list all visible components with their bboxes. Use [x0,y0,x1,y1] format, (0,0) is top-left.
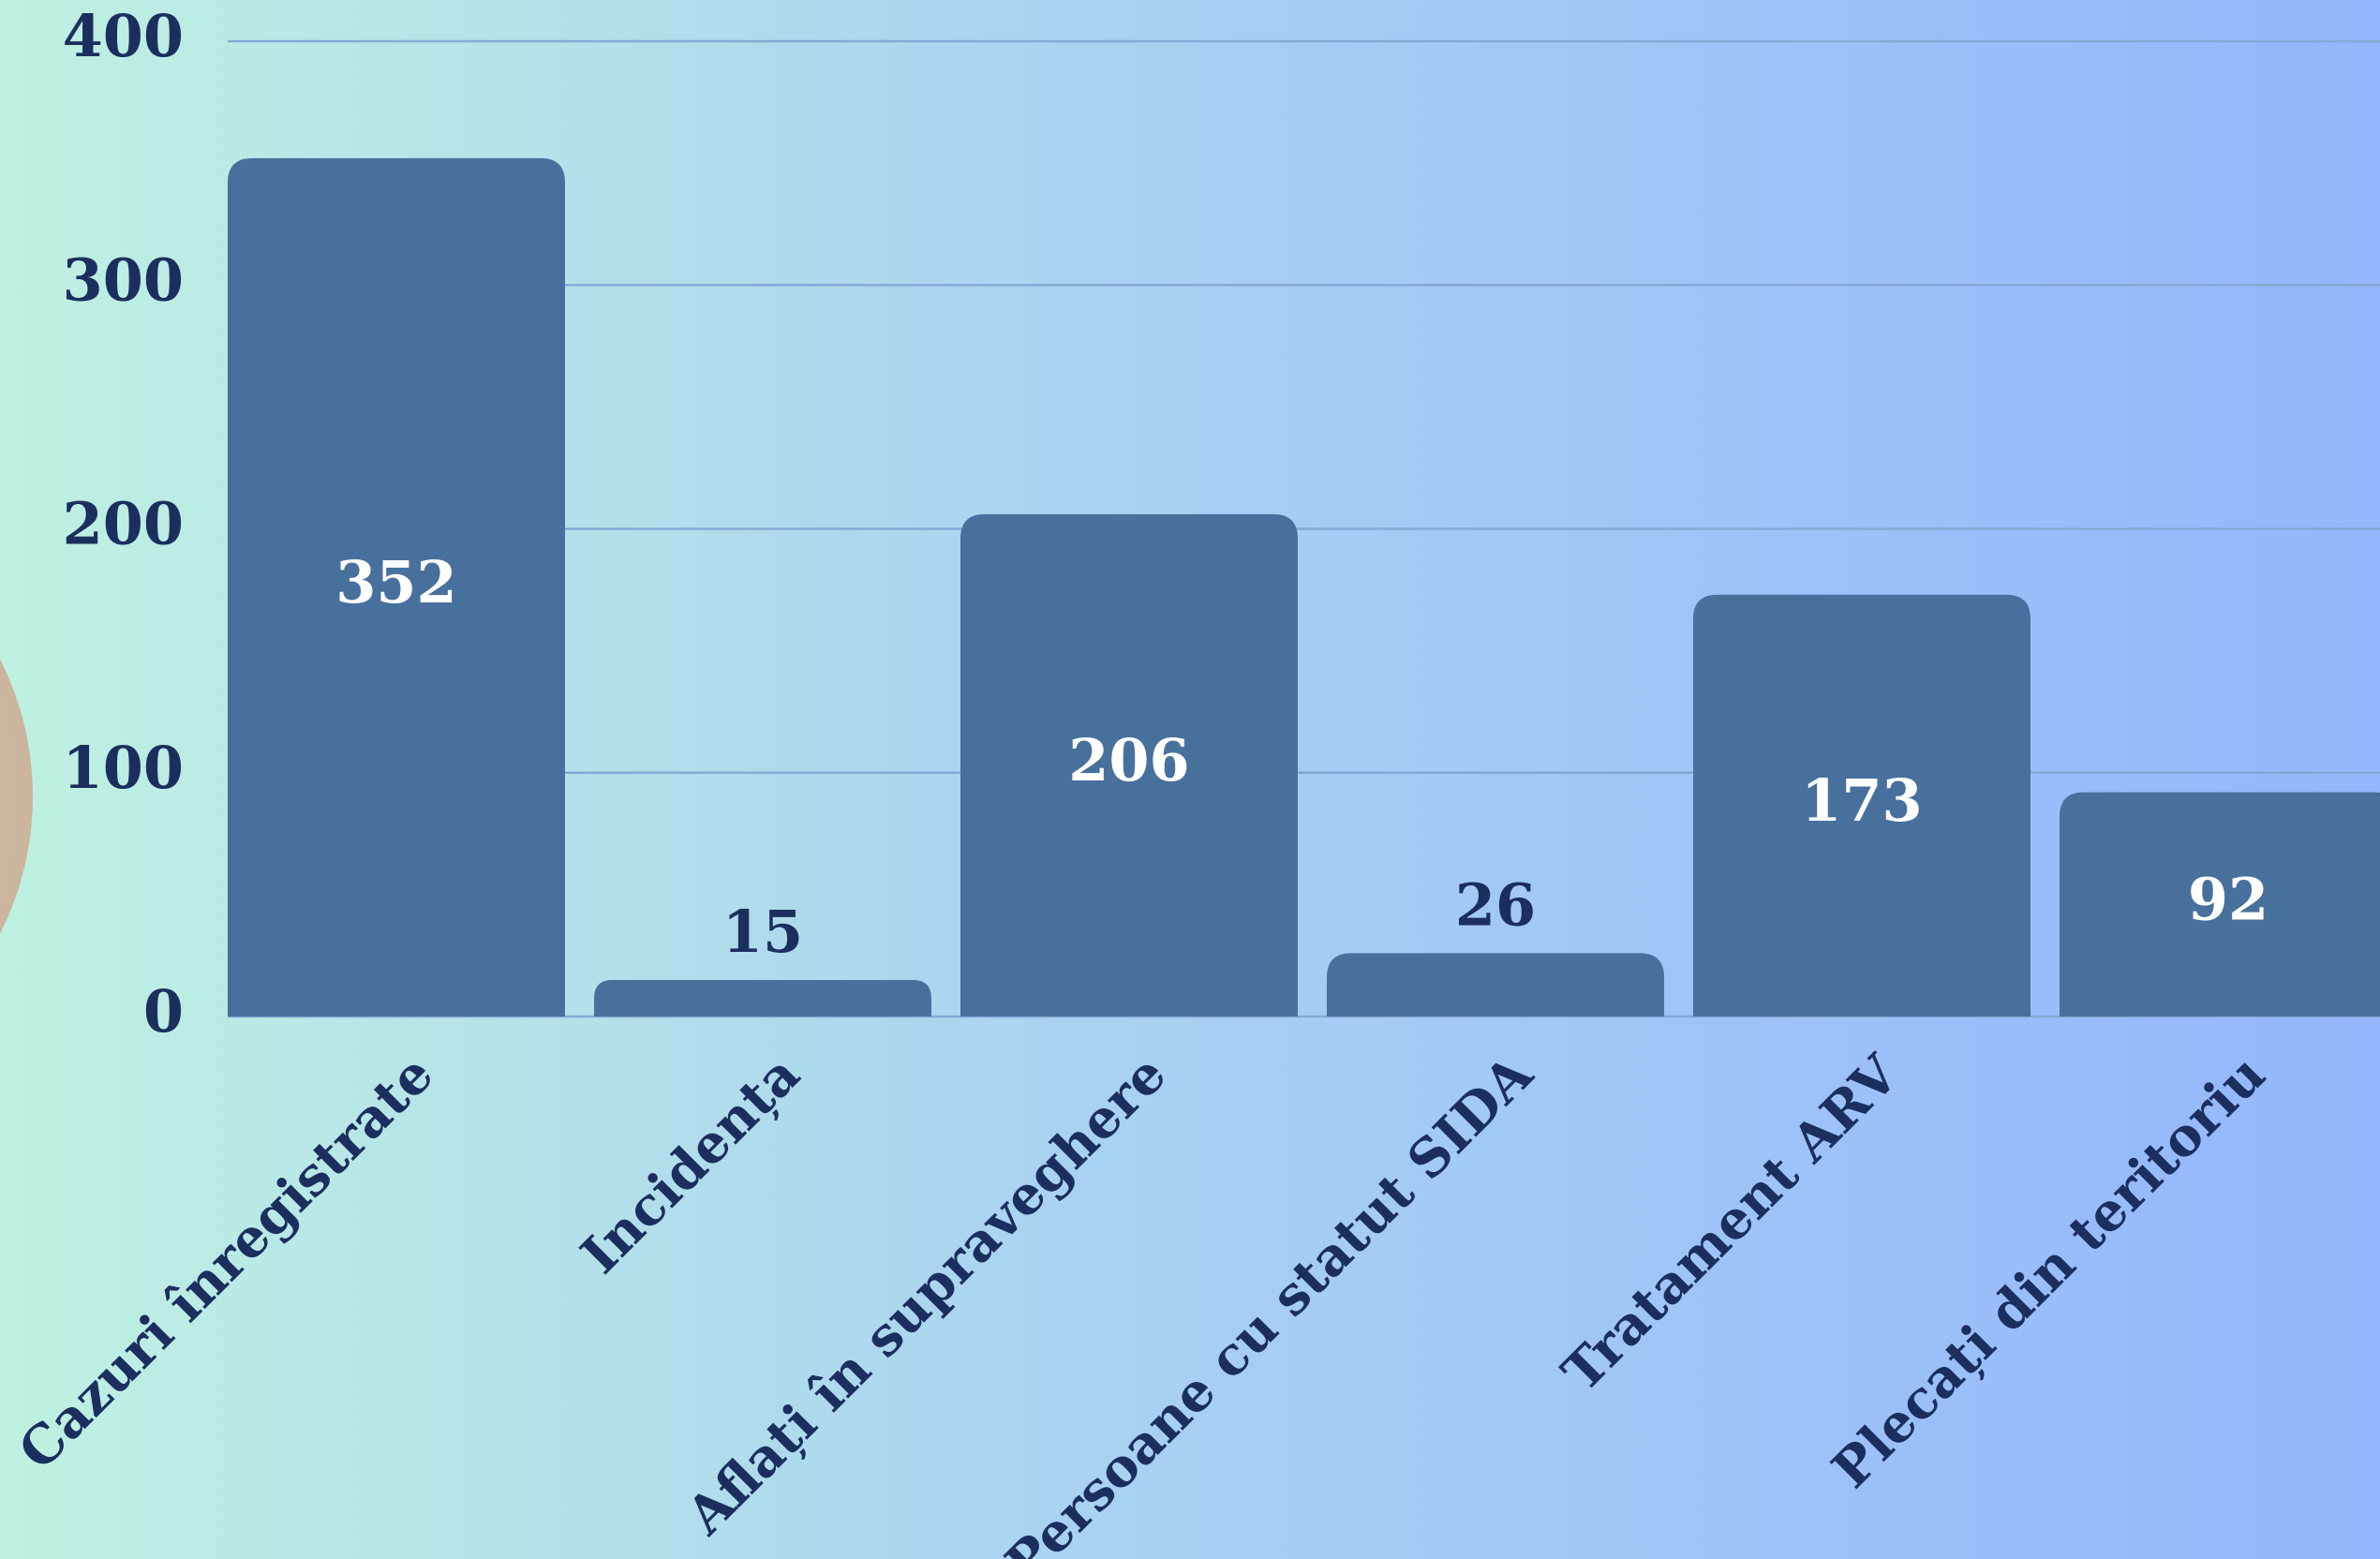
y-tick-label: 0 [143,977,184,1046]
y-tick-label: 400 [63,2,184,70]
bar [228,157,565,1017]
bar [1327,953,1664,1017]
value-label: 352 [335,548,456,616]
value-label: 173 [1801,766,1922,835]
photo-edge [0,659,33,934]
y-tick-label: 300 [63,245,184,314]
bar [594,979,931,1017]
bar [960,513,1298,1017]
value-label: 206 [1068,726,1189,794]
y-tick-label: 100 [63,734,184,802]
value-label: 26 [1455,870,1536,939]
bar [1693,594,2030,1017]
y-tick-label: 200 [63,490,184,558]
value-label: 15 [722,898,803,966]
bar [2060,792,2380,1017]
value-label: 92 [2188,865,2268,933]
